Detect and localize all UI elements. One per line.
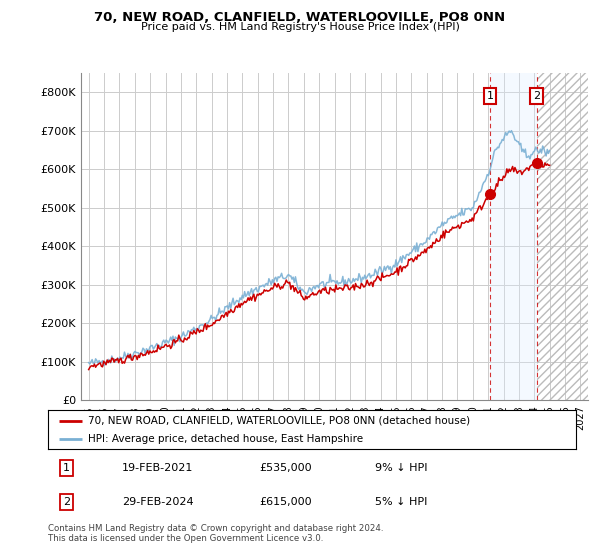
- Text: 70, NEW ROAD, CLANFIELD, WATERLOOVILLE, PO8 0NN (detached house): 70, NEW ROAD, CLANFIELD, WATERLOOVILLE, …: [88, 416, 470, 426]
- Text: £615,000: £615,000: [259, 497, 312, 507]
- Text: 2: 2: [533, 91, 540, 101]
- Bar: [490, 73, 536, 400]
- Text: 2: 2: [63, 497, 70, 507]
- Text: 5% ↓ HPI: 5% ↓ HPI: [376, 497, 428, 507]
- Text: 9% ↓ HPI: 9% ↓ HPI: [376, 463, 428, 473]
- Text: 70, NEW ROAD, CLANFIELD, WATERLOOVILLE, PO8 0NN: 70, NEW ROAD, CLANFIELD, WATERLOOVILLE, …: [94, 11, 506, 24]
- Text: £535,000: £535,000: [259, 463, 312, 473]
- Text: 19-FEB-2021: 19-FEB-2021: [122, 463, 193, 473]
- Text: 29-FEB-2024: 29-FEB-2024: [122, 497, 194, 507]
- Bar: [536, 73, 588, 400]
- Text: 1: 1: [63, 463, 70, 473]
- Text: 1: 1: [487, 91, 493, 101]
- Text: Price paid vs. HM Land Registry's House Price Index (HPI): Price paid vs. HM Land Registry's House …: [140, 22, 460, 32]
- Text: HPI: Average price, detached house, East Hampshire: HPI: Average price, detached house, East…: [88, 433, 363, 444]
- Text: Contains HM Land Registry data © Crown copyright and database right 2024.
This d: Contains HM Land Registry data © Crown c…: [48, 524, 383, 543]
